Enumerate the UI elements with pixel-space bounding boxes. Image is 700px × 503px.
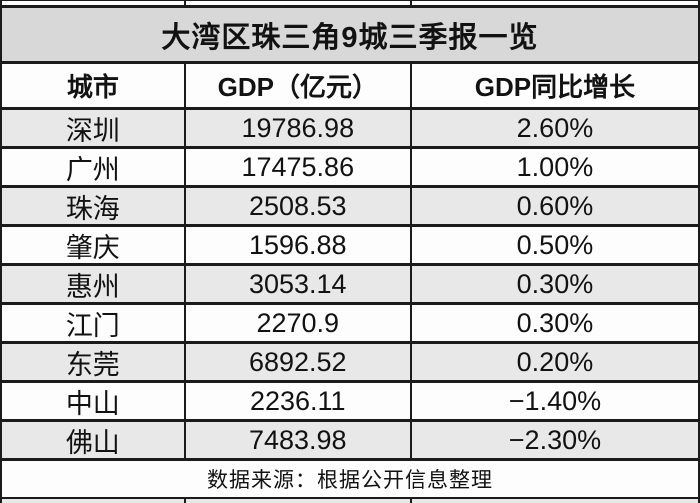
city-cell: 深圳 [65, 115, 120, 146]
gdp-cell: 2270.9 [183, 305, 412, 341]
city-cell: 惠州 [65, 271, 120, 302]
table-row: 佛山 7483.98 −2.30% [2, 422, 698, 461]
growth-cell: 0.20% [516, 346, 594, 377]
header-growth: GDP同比增长 [474, 72, 636, 102]
gdp-cell: 7483.98 [183, 422, 412, 458]
bottom-cutoff-row [2, 497, 698, 503]
city-cell: 肇庆 [65, 232, 120, 263]
gdp-cell: 3053.14 [183, 266, 412, 302]
table-row: 深圳 19786.98 2.60% [2, 110, 698, 149]
gdp-cell: 1596.88 [183, 227, 412, 263]
growth-cell: 2.60% [516, 112, 594, 143]
gdp-cell: 2508.53 [183, 188, 412, 224]
top-cutoff-row [2, 1, 698, 8]
header-gdp: GDP（亿元） [183, 64, 412, 107]
city-cell: 珠海 [65, 193, 120, 224]
growth-cell: 0.50% [516, 229, 594, 260]
growth-cell: −1.40% [508, 385, 602, 416]
table-title: 大湾区珠三角9城三季报一览 [2, 8, 698, 64]
gdp-cell: 2236.11 [183, 383, 412, 419]
city-cell: 江门 [65, 310, 120, 341]
table-row: 江门 2270.9 0.30% [2, 305, 698, 344]
growth-cell: 0.30% [516, 307, 594, 338]
gdp-cell: 6892.52 [183, 344, 412, 380]
table-row: 广州 17475.86 1.00% [2, 149, 698, 188]
growth-cell: −2.30% [508, 424, 602, 455]
city-cell: 中山 [65, 388, 120, 419]
growth-cell: 1.00% [516, 151, 594, 182]
gdp-cell: 17475.86 [183, 149, 412, 185]
table-row: 珠海 2508.53 0.60% [2, 188, 698, 227]
table-header-row: 城市 GDP（亿元） GDP同比增长 [2, 64, 698, 110]
table-row: 中山 2236.11 −1.40% [2, 383, 698, 422]
growth-cell: 0.30% [516, 268, 594, 299]
header-city: 城市 [66, 72, 119, 102]
city-cell: 东莞 [65, 349, 120, 380]
city-cell: 广州 [65, 154, 120, 185]
table-row: 肇庆 1596.88 0.50% [2, 227, 698, 266]
table-row: 惠州 3053.14 0.30% [2, 266, 698, 305]
city-cell: 佛山 [65, 427, 120, 458]
table-row: 东莞 6892.52 0.20% [2, 344, 698, 383]
gdp-cell: 19786.98 [183, 110, 412, 146]
data-source-note: 数据来源：根据公开信息整理 [2, 461, 698, 497]
growth-cell: 0.60% [516, 190, 594, 221]
